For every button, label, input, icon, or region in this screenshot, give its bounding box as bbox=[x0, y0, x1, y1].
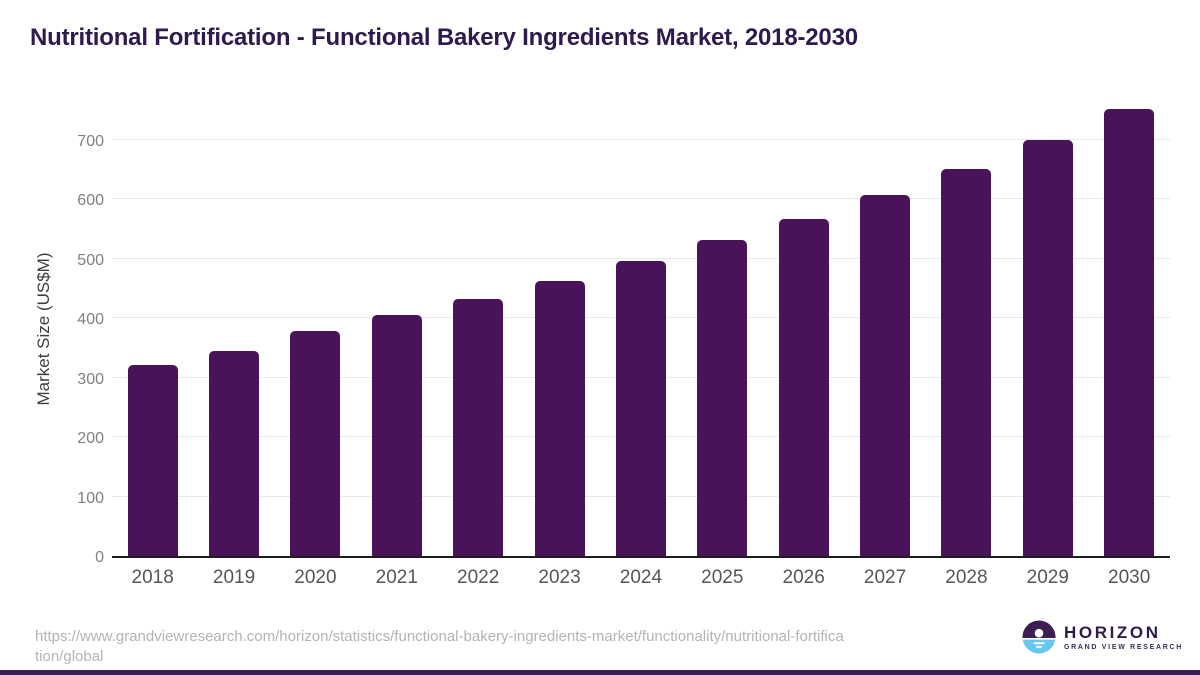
x-tick-label-2028: 2028 bbox=[945, 567, 988, 588]
bar-2019 bbox=[209, 350, 260, 556]
bar-2026 bbox=[778, 219, 829, 556]
logo-tagline: GRAND VIEW RESEARCH bbox=[1064, 643, 1184, 651]
bar-2025 bbox=[697, 240, 748, 556]
y-tick-label-0: 0 bbox=[95, 549, 104, 566]
bar-2022 bbox=[453, 298, 504, 556]
y-tick-label-400: 400 bbox=[77, 311, 104, 329]
x-axis-tick-labels: 2018 2019 2020 2021 2022 2023 2024 2025 2026 2027… bbox=[112, 567, 1170, 595]
x-tick-label-2023: 2023 bbox=[538, 567, 581, 588]
y-tick-label-100: 100 bbox=[77, 489, 104, 507]
y-axis-tick-labels: 0 100 200 300 400 500 600 700 bbox=[0, 100, 104, 566]
gridline-600 bbox=[112, 198, 1170, 200]
bar-2021 bbox=[371, 315, 422, 556]
x-tick-label-2026: 2026 bbox=[782, 567, 825, 588]
y-tick-label-500: 500 bbox=[77, 251, 104, 269]
y-tick-label-700: 700 bbox=[77, 133, 104, 150]
x-tick-label-2025: 2025 bbox=[701, 567, 744, 588]
x-tick-label-2024: 2024 bbox=[619, 567, 663, 588]
gridline-500 bbox=[112, 257, 1170, 259]
x-tick-label-2020: 2020 bbox=[294, 567, 337, 588]
x-tick-label-2018: 2018 bbox=[131, 567, 174, 588]
x-tick-label-2021: 2021 bbox=[375, 567, 418, 588]
x-tick-label-2029: 2029 bbox=[1026, 567, 1069, 588]
logo-text: HORIZON GRAND VIEW RESEARCH bbox=[1064, 622, 1184, 651]
source-url: https://www.grandviewresearch.com/horizo… bbox=[35, 627, 844, 667]
chart-title: Nutritional Fortification - Functional B… bbox=[30, 24, 858, 51]
gridline-700 bbox=[112, 139, 1170, 140]
bar-2027 bbox=[860, 194, 911, 556]
source-url-line1: https://www.grandviewresearch.com/horizo… bbox=[35, 628, 844, 645]
logo-name: HORIZON bbox=[1064, 622, 1161, 642]
bar-2018 bbox=[127, 364, 178, 556]
x-tick-label-2027: 2027 bbox=[863, 567, 907, 588]
bar-2029 bbox=[1022, 140, 1073, 556]
horizon-sunset-icon bbox=[1022, 620, 1056, 654]
bar-2020 bbox=[290, 331, 341, 556]
y-tick-label-300: 300 bbox=[77, 370, 104, 388]
bar-2023 bbox=[534, 280, 585, 556]
horizon-logo: HORIZON GRAND VIEW RESEARCH bbox=[1022, 620, 1183, 654]
source-url-line2: tion/global bbox=[35, 648, 104, 665]
bar-2024 bbox=[615, 261, 666, 556]
y-tick-label-200: 200 bbox=[77, 430, 104, 448]
chart-plot-area bbox=[112, 100, 1170, 558]
x-tick-label-2030: 2030 bbox=[1108, 567, 1151, 588]
bar-2028 bbox=[941, 169, 992, 556]
bottom-accent-bar bbox=[0, 670, 1200, 675]
x-tick-label-2022: 2022 bbox=[457, 567, 500, 588]
x-tick-label-2019: 2019 bbox=[212, 567, 256, 588]
y-tick-label-600: 600 bbox=[77, 192, 104, 210]
bar-series bbox=[112, 100, 1170, 556]
bar-2030 bbox=[1104, 108, 1155, 556]
